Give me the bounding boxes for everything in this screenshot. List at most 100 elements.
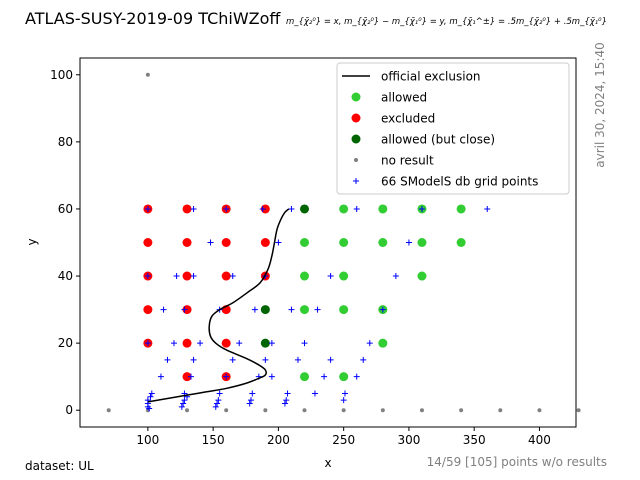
excluded-point: [182, 204, 192, 214]
no-result-point: [263, 408, 268, 413]
no-result-point: [302, 408, 307, 413]
grid-point-plus: [405, 239, 412, 246]
grid-point-plus: [147, 393, 154, 400]
grid-point-plus: [214, 400, 221, 407]
grid-point-plus: [284, 390, 291, 397]
y-tick-label: 100: [50, 68, 73, 82]
grid-point-plus: [246, 400, 253, 407]
chart-title: ATLAS-SUSY-2019-09 TChiWZoff: [25, 9, 281, 28]
grid-point-plus: [146, 405, 153, 412]
grid-point-plus: [251, 306, 258, 313]
excluded-point: [182, 372, 192, 382]
grid-point-plus: [164, 356, 171, 363]
grid-point-plus: [223, 373, 230, 380]
grid-point-plus: [247, 397, 254, 404]
grid-point-plus: [190, 205, 197, 212]
grid-point-plus: [160, 306, 167, 313]
grid-point-plus: [190, 356, 197, 363]
legend-label: official exclusion: [381, 70, 481, 84]
close-point: [260, 305, 270, 315]
legend-dot-swatch: [351, 113, 361, 123]
legend-dot-swatch: [351, 134, 361, 144]
legend-plus-swatch: [353, 178, 359, 184]
axes-frame: [79, 57, 577, 428]
grid-point-plus: [144, 273, 151, 280]
grid-point-plus: [173, 273, 180, 280]
legend-label: 66 SModelS db grid points: [381, 175, 538, 189]
grid-point-plus: [262, 356, 269, 363]
y-tick-label: 60: [58, 202, 73, 216]
allowed-point: [378, 238, 388, 247]
grid-point-plus: [294, 356, 301, 363]
allowed-point: [300, 238, 310, 247]
x-tick-label: 350: [463, 433, 486, 447]
excluded-point: [221, 238, 231, 247]
grid-point-plus: [353, 373, 360, 380]
grid-point-plus: [181, 306, 188, 313]
legend-label: allowed: [381, 91, 427, 105]
allowed-point: [339, 305, 349, 315]
grid-point-plus: [249, 390, 256, 397]
grid-point-plus: [157, 373, 164, 380]
x-tick-label: 150: [202, 433, 225, 447]
no-result-point: [224, 408, 229, 413]
grid-point-plus: [170, 340, 177, 347]
excluded-point: [260, 238, 270, 247]
excluded-point: [221, 338, 231, 348]
grid-point-plus: [190, 273, 197, 280]
grid-point-plus: [392, 273, 399, 280]
excluded-point: [182, 271, 192, 281]
no-result-point: [459, 408, 464, 413]
grid-point-plus: [178, 403, 185, 410]
grid-point-plus: [236, 340, 243, 347]
grid-point-plus: [275, 239, 282, 246]
close-point: [300, 204, 310, 214]
dataset-label: dataset: UL: [25, 459, 94, 473]
grid-point-plus: [187, 373, 194, 380]
x-tick-label: 250: [332, 433, 355, 447]
legend-box: [336, 62, 570, 195]
allowed-point: [456, 204, 466, 214]
grid-point-plus: [268, 340, 275, 347]
allowed-point: [300, 271, 310, 281]
grid-point-plus: [216, 390, 223, 397]
grid-point-plus: [311, 390, 318, 397]
grid-point-plus: [207, 239, 214, 246]
grid-point-plus: [327, 273, 334, 280]
grid-point-plus: [144, 340, 151, 347]
legend-label: allowed (but close): [381, 133, 495, 147]
grid-point-plus: [360, 356, 367, 363]
y-tick-label: 40: [58, 269, 73, 283]
grid-point-plus: [314, 306, 321, 313]
grid-point-plus: [366, 340, 373, 347]
x-tick-label: 300: [397, 433, 420, 447]
mass-relation-note: m_{χ̃₂⁰} = x, m_{χ̃₂⁰} − m_{χ̃₁⁰} = y, m…: [286, 17, 607, 27]
excluded-point: [143, 305, 153, 315]
allowed-point: [300, 372, 310, 382]
x-axis-label: x: [324, 456, 331, 470]
grid-point-plus: [197, 340, 204, 347]
x-tick-label: 100: [136, 433, 159, 447]
legend-label: no result: [381, 154, 434, 168]
grid-point-plus: [418, 205, 425, 212]
no-result-point: [145, 72, 150, 77]
grid-point-plus: [379, 306, 386, 313]
grid-point-plus: [288, 306, 295, 313]
allowed-point: [417, 238, 427, 247]
grid-point-plus: [268, 373, 275, 380]
allowed-point: [339, 372, 349, 382]
allowed-point: [339, 271, 349, 281]
legend-dot-swatch: [351, 92, 361, 102]
x-tick-label: 200: [267, 433, 290, 447]
grid-point-plus: [301, 340, 308, 347]
grid-point-plus: [180, 400, 187, 407]
grid-point-plus: [283, 397, 290, 404]
grid-point-plus: [327, 356, 334, 363]
grid-point-plus: [215, 397, 222, 404]
no-result-point: [380, 408, 385, 413]
excluded-point: [182, 238, 192, 247]
legend: official exclusion allowed excluded allowed…: [336, 62, 570, 195]
x-tick-label: 400: [528, 433, 551, 447]
y-tick-label: 20: [58, 336, 73, 350]
grid-point-plus: [340, 397, 347, 404]
